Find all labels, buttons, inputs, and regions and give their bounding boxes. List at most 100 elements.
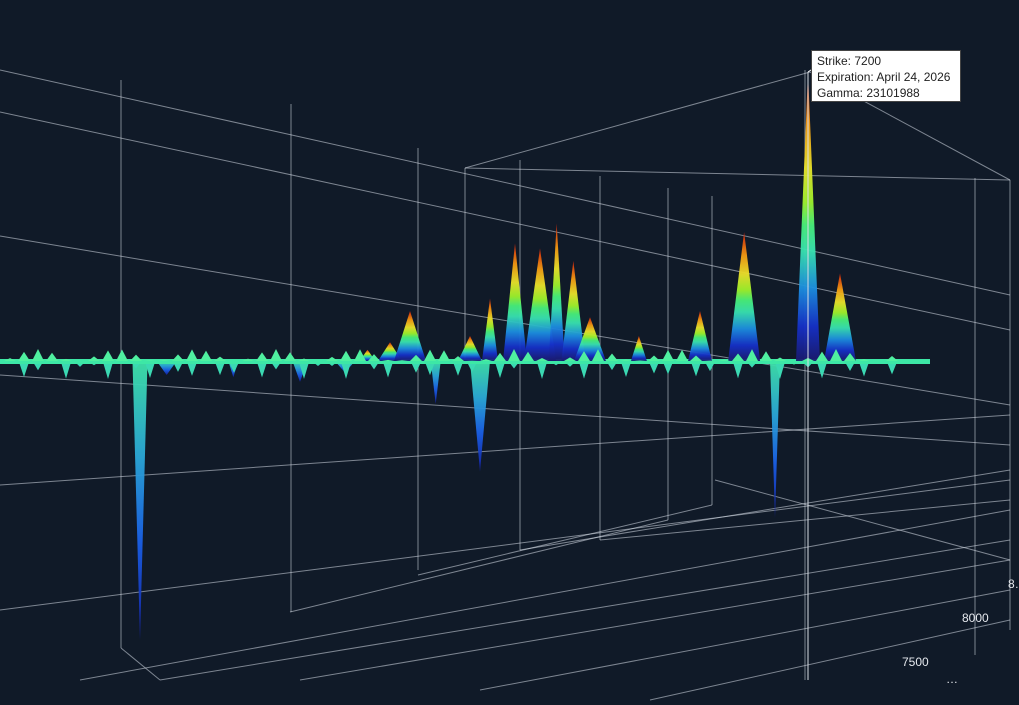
surface-ripple [564,357,576,361]
surface-trough [132,361,148,640]
depth-axis-ticks: 8… 8000 7500 … [902,577,1019,686]
surface-ripple [887,362,897,375]
surface-ripple [886,356,898,361]
grid-line [0,235,1011,406]
surface-ripple [620,359,632,361]
grid-line [464,167,1011,181]
surface-ripple [242,358,254,361]
surface-ripple [326,356,338,361]
surface-ripple [718,359,730,361]
surface-trough [156,361,177,375]
surface-peak [394,310,426,361]
surface-ripple [705,362,715,372]
surface-ripple [537,362,547,379]
surface-peak [503,243,527,361]
surface-ripple [32,349,44,361]
grid-line [0,374,1011,446]
surface-ripple [341,362,351,379]
grid-line [0,479,1011,611]
surface-ripple [579,362,589,379]
surface-ripple [186,349,198,361]
surface-ripple [46,352,58,361]
depth-tick-label: 8000 [962,611,989,625]
surface-peak [561,260,586,361]
surface-ripple [172,354,184,361]
grid-line [299,559,1011,681]
surface-peak [630,335,647,361]
surface-ripple [438,350,450,361]
hover-tooltip: Strike: 7200 Expiration: April 24, 2026 … [811,50,961,102]
surface-ripple [662,349,674,361]
tooltip-strike: Strike: 7200 [817,54,882,68]
surface-ripple [452,356,464,361]
surface-ripple [60,358,72,361]
surface-ripple [396,360,408,361]
surface-ripple [340,350,352,361]
surface-ripple [578,351,590,361]
surface-ripple [606,353,618,361]
depth-tick-label: 8… [1008,577,1019,591]
surface-ripple [508,349,520,361]
surface-ripple [522,351,534,361]
gamma-surface-negative [5,361,897,640]
surface-ripple [4,358,16,361]
surface-ripple [256,352,268,361]
surface-ripple [145,362,155,378]
surface-ripple [102,350,114,361]
grid-line [120,647,161,681]
grid-line [159,539,1011,681]
tooltip-expiration: Expiration: April 24, 2026 [817,70,951,84]
grid-line [0,111,1011,331]
surface-trough [770,361,780,518]
surface-ripple [158,360,170,361]
surface-ripple [88,356,100,361]
surface-ripple [116,349,128,361]
surface-ripple [382,359,394,361]
surface-peak [458,335,482,361]
surface-ripple [536,357,548,361]
surface-ripple [691,362,701,377]
surface-ripple [732,353,744,361]
surface-ripple [103,362,113,379]
surface-trough [430,361,441,405]
grid-line [519,469,1011,551]
surface-ripple [354,349,366,361]
surface-peak [548,223,565,361]
surface-ripple [845,362,855,372]
surface-ripple [130,354,142,361]
surface-ripple [270,349,282,361]
surface-ripple [19,362,29,378]
surface-ripple [621,362,631,378]
surface-ripple [649,362,659,374]
surface-ripple [61,362,71,379]
surface-ripple [284,352,296,361]
tooltip-gamma: Gamma: 23101988 [817,86,920,100]
surface-ripple [676,349,688,361]
surface-ripple [495,362,505,378]
surface-peak [482,298,498,361]
surface-ripple [607,362,617,371]
surface-ripple [816,351,828,361]
surface-ripple [817,362,827,379]
surface-ripple [844,352,856,361]
depth-tick-label: 7500 [902,655,929,669]
surface-ripple [592,349,604,361]
surface-ripple [410,354,422,361]
surface-trough [470,361,490,472]
surface-ripple [648,355,660,361]
surface-peak [728,232,761,361]
surface-peak [824,273,856,361]
surface-ripple [200,350,212,361]
surface-ripple [187,362,197,376]
surface-ripple [453,362,463,376]
surface-ripple [425,362,435,376]
grid-line [79,509,1011,681]
grid-line [714,479,1011,561]
grid-line [0,69,1011,296]
surface-baseline [0,359,930,364]
surface-peak [524,248,556,361]
surface-ripple [18,351,30,361]
surface-ripple [144,360,156,361]
